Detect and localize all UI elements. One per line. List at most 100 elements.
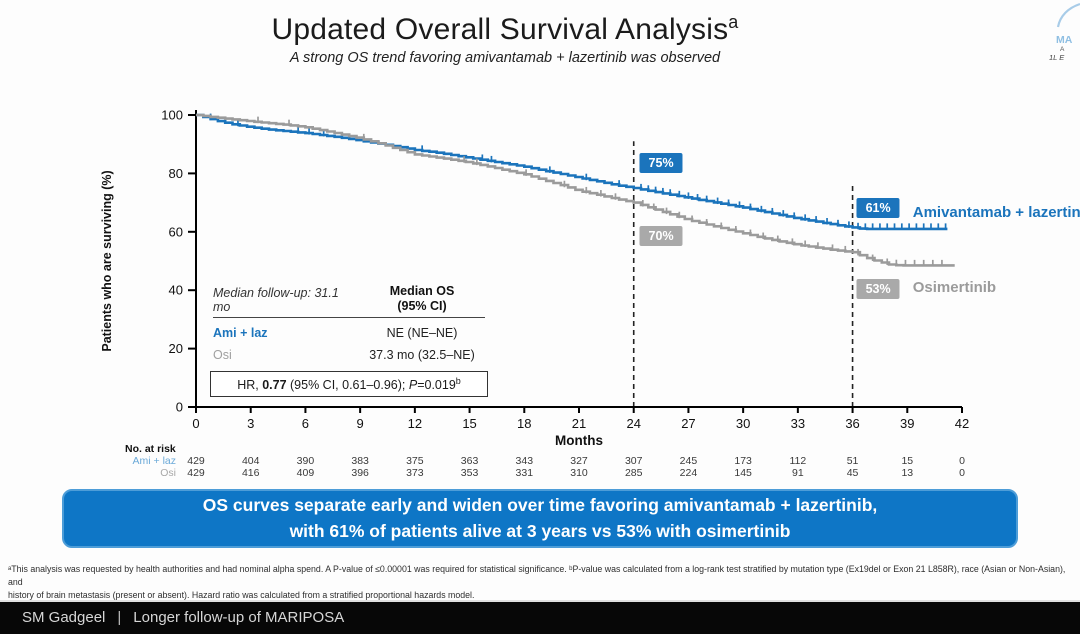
y-tick-label: 40 xyxy=(169,283,183,298)
median-os-header-line2: (95% CI) xyxy=(397,299,447,313)
y-tick-label: 0 xyxy=(176,400,183,415)
at-risk-value: 390 xyxy=(297,455,315,467)
at-risk-value: 45 xyxy=(847,467,859,479)
x-tick-label: 30 xyxy=(736,416,750,431)
slide-title: Updated Overall Survival Analysisa xyxy=(0,12,1010,47)
median-os-row-osi: Osi 37.3 mo (32.5–NE) xyxy=(213,348,485,362)
x-tick-label: 21 xyxy=(572,416,586,431)
slide-title-text: Updated Overall Survival Analysis xyxy=(271,13,729,46)
osi-curve xyxy=(196,113,955,267)
y-tick-label: 80 xyxy=(169,166,183,181)
at-risk-value: 224 xyxy=(680,467,698,479)
footnote-line1: ᵃThis analysis was requested by health a… xyxy=(8,564,1066,588)
x-tick-label: 42 xyxy=(955,416,969,431)
y-tick-label: 100 xyxy=(161,108,183,123)
at-risk-row-label: Ami + laz xyxy=(133,455,176,467)
logo-text-line3: 1L E xyxy=(1049,53,1065,63)
at-risk-value: 0 xyxy=(959,467,965,479)
median-os-column-header: Median OS (95% CI) xyxy=(359,284,485,314)
banner-line1: OS curves separate early and widen over … xyxy=(202,495,878,516)
footer-bar: SM Gadgeel | Longer follow-up of MARIPOSA xyxy=(0,600,1080,634)
at-risk-value: 173 xyxy=(734,455,752,467)
curve-label-ami-laz: Amivantamab + lazertinib xyxy=(912,203,1080,221)
y-tick-label: 20 xyxy=(169,341,183,356)
hazard-ratio-box: HR, 0.77 (95% CI, 0.61–0.96); P=0.019b xyxy=(210,371,488,398)
at-risk-value: 0 xyxy=(959,455,965,467)
x-tick-label: 27 xyxy=(681,416,695,431)
mariposa-logo: MA A 1L E xyxy=(1046,2,1080,63)
at-risk-value: 353 xyxy=(461,467,479,479)
at-risk-value: 383 xyxy=(351,455,369,467)
footnotes: ᵃThis analysis was requested by health a… xyxy=(8,563,1074,603)
hr-value: 0.77 xyxy=(262,378,287,393)
median-os-header-line1: Median OS xyxy=(389,284,455,298)
at-risk-value: 429 xyxy=(187,455,205,467)
logo-text-line1: MA xyxy=(1056,33,1073,46)
at-risk-value: 396 xyxy=(351,467,369,479)
x-axis-title: Months xyxy=(555,433,603,448)
hr-superscript: b xyxy=(455,376,461,386)
x-tick-label: 0 xyxy=(192,416,199,431)
at-risk-header: No. at risk xyxy=(125,443,176,455)
at-risk-value: 245 xyxy=(680,455,698,467)
ami-laz-curve xyxy=(196,113,948,231)
hr-ci: (95% CI, 0.61–0.96); xyxy=(286,378,409,393)
at-risk-value: 15 xyxy=(901,455,913,467)
x-tick-label: 3 xyxy=(247,416,254,431)
at-risk-value: 112 xyxy=(789,455,806,467)
at-risk-value: 331 xyxy=(516,467,534,479)
footer-text: SM Gadgeel | Longer follow-up of MARIPOSA xyxy=(22,602,1080,634)
x-tick-label: 9 xyxy=(357,416,364,431)
x-tick-label: 24 xyxy=(626,416,640,431)
survival-pct-label-61: 61% xyxy=(856,197,900,218)
slide-title-superscript: a xyxy=(728,12,739,32)
logo-text-line2: A xyxy=(1060,45,1065,53)
at-risk-value: 409 xyxy=(297,467,315,479)
at-risk-row-label: Osi xyxy=(160,467,176,479)
at-risk-value: 51 xyxy=(847,455,859,467)
median-os-table: Median follow-up: 31.1 mo Median OS (95%… xyxy=(210,284,488,398)
hr-p-symbol: P xyxy=(408,378,418,393)
hr-prefix: HR, xyxy=(237,378,263,393)
at-risk-value: 327 xyxy=(570,455,588,467)
median-os-row-ami: Ami + laz NE (NE–NE) xyxy=(213,326,485,340)
footer-presentation-title: Longer follow-up of MARIPOSA xyxy=(133,609,345,626)
at-risk-value: 145 xyxy=(734,467,752,479)
row-value-osi: 37.3 mo (32.5–NE) xyxy=(369,348,475,362)
slide-subtitle: A strong OS trend favoring amivantamab +… xyxy=(289,50,721,66)
at-risk-value: 404 xyxy=(242,455,260,467)
key-message-banner: OS curves separate early and widen over … xyxy=(62,489,1018,548)
x-tick-label: 18 xyxy=(517,416,531,431)
x-tick-label: 15 xyxy=(462,416,476,431)
at-risk-value: 416 xyxy=(242,467,260,479)
x-tick-label: 36 xyxy=(845,416,859,431)
y-tick-label: 60 xyxy=(169,224,183,239)
survival-pct-label-53: 53% xyxy=(856,279,900,300)
hr-p-value: =0.019 xyxy=(417,378,456,393)
at-risk-value: 91 xyxy=(792,467,804,479)
footer-divider: | xyxy=(117,609,122,626)
at-risk-value: 373 xyxy=(406,467,424,479)
at-risk-value: 285 xyxy=(625,467,643,479)
at-risk-value: 343 xyxy=(516,455,534,467)
at-risk-value: 310 xyxy=(570,467,588,479)
row-label-ami-laz: Ami + laz xyxy=(213,326,268,340)
survival-pct-label-75: 75% xyxy=(639,153,683,174)
curve-label-osi: Osimertinib xyxy=(912,279,997,297)
x-tick-label: 33 xyxy=(791,416,805,431)
logo-swoosh-icon xyxy=(1056,2,1080,28)
at-risk-value: 363 xyxy=(461,455,479,467)
median-os-table-header: Median follow-up: 31.1 mo Median OS (95%… xyxy=(213,284,485,318)
x-tick-label: 6 xyxy=(302,416,309,431)
survival-pct-label-70: 70% xyxy=(639,226,683,247)
row-value-ami-laz: NE (NE–NE) xyxy=(386,326,458,340)
at-risk-value: 13 xyxy=(901,467,913,479)
at-risk-value: 375 xyxy=(406,455,424,467)
median-followup-text: Median follow-up: 31.1 mo xyxy=(213,286,339,314)
banner-line2: with 61% of patients alive at 3 years vs… xyxy=(289,520,791,541)
footer-author: SM Gadgeel xyxy=(22,609,106,626)
x-tick-label: 12 xyxy=(408,416,422,431)
at-risk-value: 429 xyxy=(187,467,205,479)
